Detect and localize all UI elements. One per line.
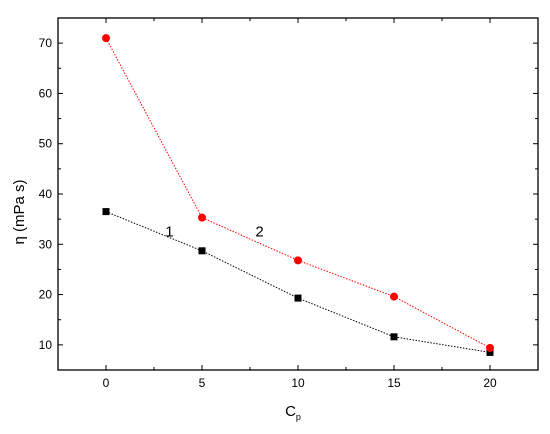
y-tick-label: 20 — [39, 288, 53, 302]
series-1 — [102, 208, 494, 356]
y-tick-label: 10 — [39, 338, 53, 352]
x-axis-title: Cp — [285, 403, 301, 422]
x-axis-title-subscript: p — [296, 412, 301, 422]
x-tick-label: 5 — [199, 376, 206, 390]
y-tick-label: 50 — [39, 137, 53, 151]
x-tick-label: 0 — [103, 376, 110, 390]
data-point — [390, 292, 398, 301]
y-axis-title: η (mPa s) — [11, 179, 28, 244]
data-point — [102, 208, 110, 216]
data-point — [486, 343, 494, 352]
series-2 — [102, 34, 494, 352]
x-tick-label: 15 — [387, 376, 401, 390]
data-point — [198, 213, 206, 222]
series-label: 2 — [255, 224, 263, 241]
data-point — [294, 294, 302, 302]
y-tick-label: 30 — [39, 237, 53, 251]
data-point — [486, 348, 494, 356]
y-tick-label: 40 — [39, 187, 53, 201]
x-tick-label: 20 — [483, 376, 497, 390]
x-axis-title-main: C — [285, 403, 296, 420]
plot-area-border — [57, 17, 539, 371]
series-label: 1 — [165, 224, 173, 241]
y-tick-label: 70 — [39, 36, 53, 50]
axis-ticks: 0 5 10 15 20 10 20 30 40 50 60 70 — [39, 17, 539, 390]
y-tick-label: 60 — [39, 86, 53, 100]
data-point — [102, 34, 110, 43]
x-tick-label: 10 — [291, 376, 305, 390]
data-point — [198, 247, 206, 255]
data-point — [294, 256, 302, 265]
series-layer — [102, 34, 494, 356]
series-line — [105, 211, 491, 353]
data-point — [390, 333, 398, 341]
plot-frame — [57, 17, 539, 371]
series-line — [105, 37, 491, 349]
